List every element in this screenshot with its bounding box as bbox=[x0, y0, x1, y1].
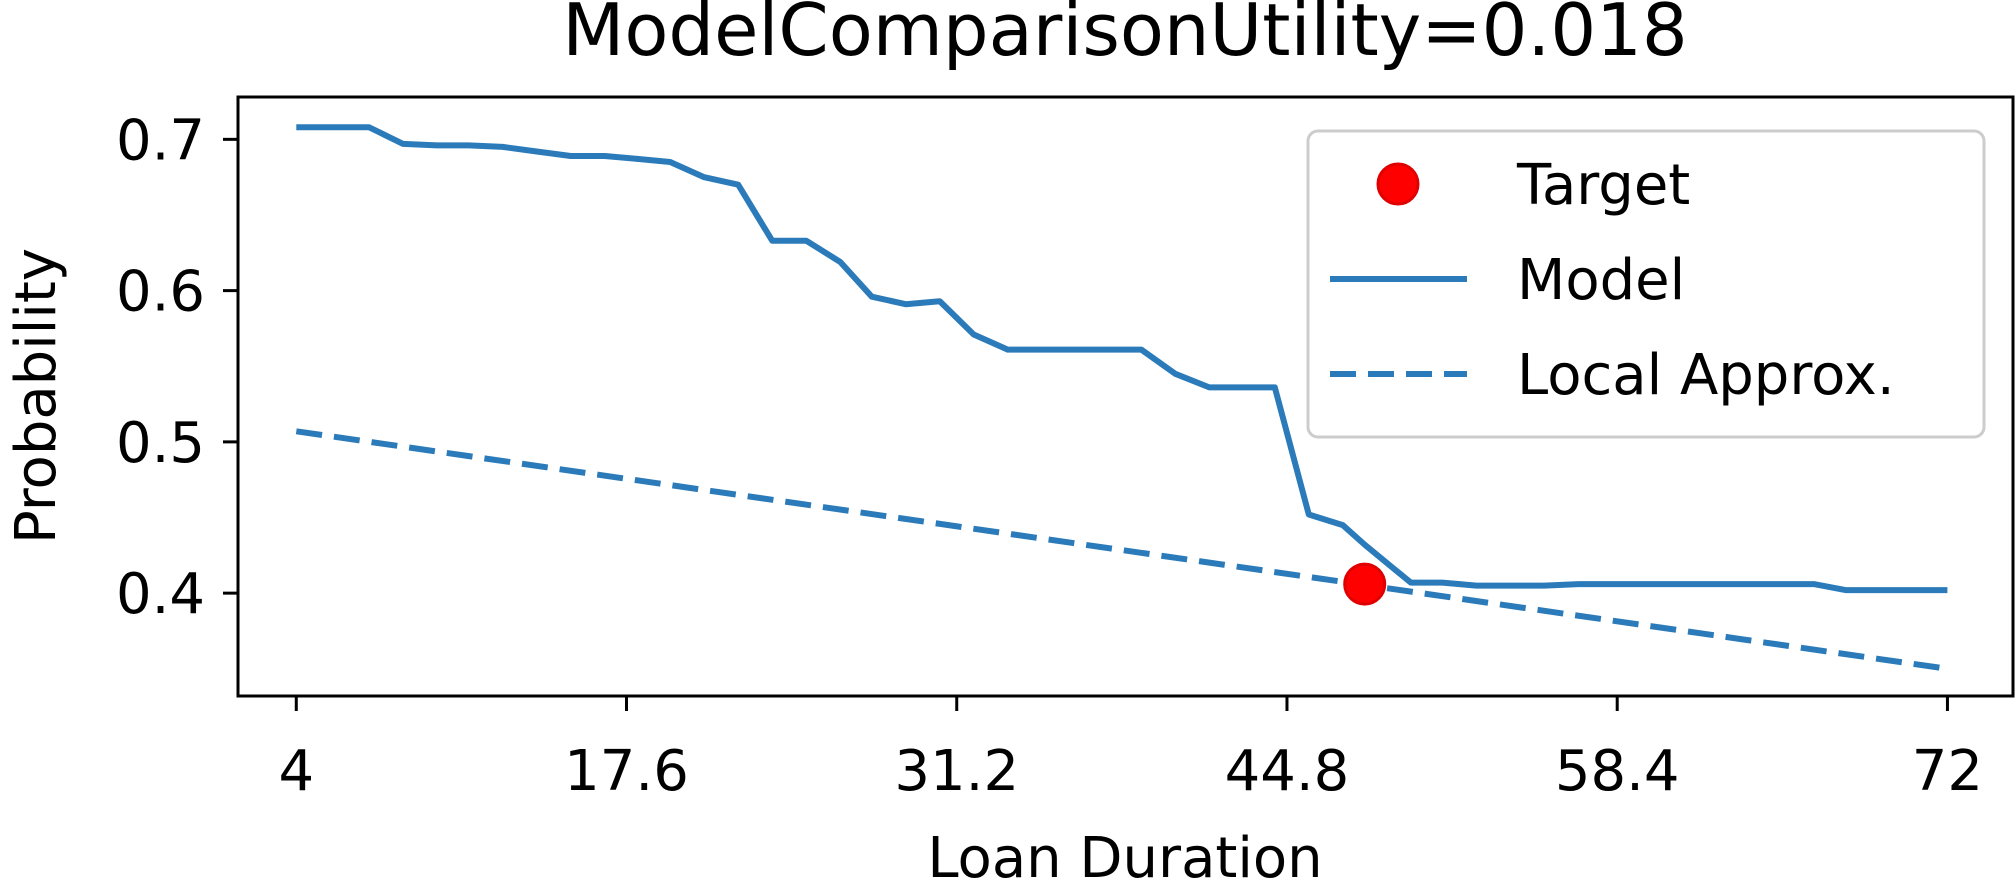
x-axis-label: Loan Duration bbox=[927, 826, 1322, 881]
series-local-approx-line bbox=[295, 428, 1948, 672]
x-tick-label: 31.2 bbox=[894, 739, 1019, 804]
legend-model-label: Model bbox=[1517, 248, 1685, 313]
series-model-line bbox=[296, 124, 1948, 594]
plot-frame bbox=[236, 95, 2015, 698]
x-tick-label: 4 bbox=[278, 739, 314, 804]
x-tick-label: 72 bbox=[1912, 739, 1983, 804]
y-axis-label: Probability bbox=[4, 248, 69, 544]
plot-area bbox=[295, 124, 1948, 672]
y-tick-label: 0.6 bbox=[116, 260, 205, 325]
y-tick-label: 0.7 bbox=[116, 108, 205, 173]
chart-title: ModelComparisonUtility=0.018 bbox=[562, 0, 1688, 72]
target-point bbox=[1343, 562, 1387, 606]
y-axis: 0.4 0.5 0.6 0.7 bbox=[116, 108, 238, 627]
legend: Target Model Local Approx. bbox=[1306, 129, 1986, 439]
y-tick-label: 0.4 bbox=[116, 562, 205, 627]
x-axis: 4 17.6 31.2 44.8 58.4 72 bbox=[278, 696, 1983, 804]
legend-target-marker bbox=[1376, 162, 1420, 206]
legend-box bbox=[1306, 129, 1986, 439]
x-tick-label: 44.8 bbox=[1225, 739, 1350, 804]
x-tick-label: 17.6 bbox=[564, 739, 689, 804]
y-tick-label: 0.5 bbox=[116, 411, 205, 476]
legend-target-label: Target bbox=[1516, 153, 1690, 218]
legend-approx-label: Local Approx. bbox=[1517, 343, 1895, 408]
x-tick-label: 58.4 bbox=[1555, 739, 1680, 804]
